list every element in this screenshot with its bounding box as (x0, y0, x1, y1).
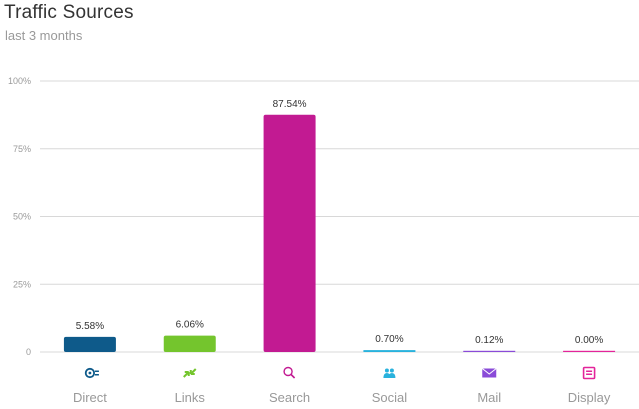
bar-display[interactable] (563, 350, 616, 352)
x-label-display: Display (568, 390, 611, 405)
y-tick-label: 0 (26, 347, 31, 357)
data-label-links: 6.06% (176, 320, 204, 331)
bar-social[interactable] (363, 350, 416, 352)
icon-part (481, 368, 497, 375)
icon-part (283, 366, 293, 377)
chart-subtitle: last 3 months (5, 28, 83, 43)
icon-part (384, 368, 389, 373)
search-icon (283, 366, 296, 379)
data-label-display: 0.00% (575, 335, 603, 346)
icon-part (482, 368, 497, 378)
icon-part (189, 368, 197, 375)
y-tick-label: 100% (8, 76, 31, 86)
social-icon (383, 368, 396, 378)
icon-part (88, 371, 92, 375)
y-axis: 0 25% 50% 75% 100% (8, 76, 31, 357)
data-labels: 5.58% 6.06% 87.54% 0.70% 0.12% 0.00% (76, 99, 604, 346)
icon-part (586, 370, 593, 372)
icon-part (290, 373, 296, 379)
y-tick-label: 75% (13, 144, 31, 154)
links-icon (183, 368, 197, 378)
bar-direct[interactable] (63, 336, 116, 352)
x-label-direct: Direct (73, 390, 107, 405)
icon-part (94, 374, 99, 376)
x-label-mail: Mail (477, 390, 501, 405)
data-label-mail: 0.12% (475, 335, 503, 346)
mail-icon (481, 368, 497, 378)
data-label-social: 0.70% (375, 334, 403, 345)
x-label-links: Links (175, 390, 206, 405)
icon-part (183, 371, 190, 378)
gridlines (40, 80, 639, 353)
icon-part (388, 373, 396, 378)
x-axis: Direct Links Search Social Mail Display (73, 390, 611, 405)
direct-icon (84, 367, 99, 379)
icon-part (586, 373, 593, 375)
icon-part (389, 368, 394, 373)
y-tick-label: 25% (13, 279, 31, 289)
icon-part (84, 367, 96, 379)
x-label-search: Search (269, 390, 310, 405)
bar-search[interactable] (263, 114, 316, 352)
y-tick-label: 50% (13, 212, 31, 222)
bar-links[interactable] (163, 335, 216, 352)
icon-part (94, 370, 99, 372)
data-label-direct: 5.58% (76, 321, 104, 332)
bar-mail[interactable] (463, 350, 516, 352)
icon-part (582, 366, 596, 380)
data-label-search: 87.54% (273, 99, 307, 110)
chart-title: Traffic Sources (4, 2, 134, 23)
category-icons (84, 366, 596, 380)
bars (63, 114, 616, 352)
display-icon (582, 366, 596, 380)
x-label-social: Social (372, 390, 408, 405)
